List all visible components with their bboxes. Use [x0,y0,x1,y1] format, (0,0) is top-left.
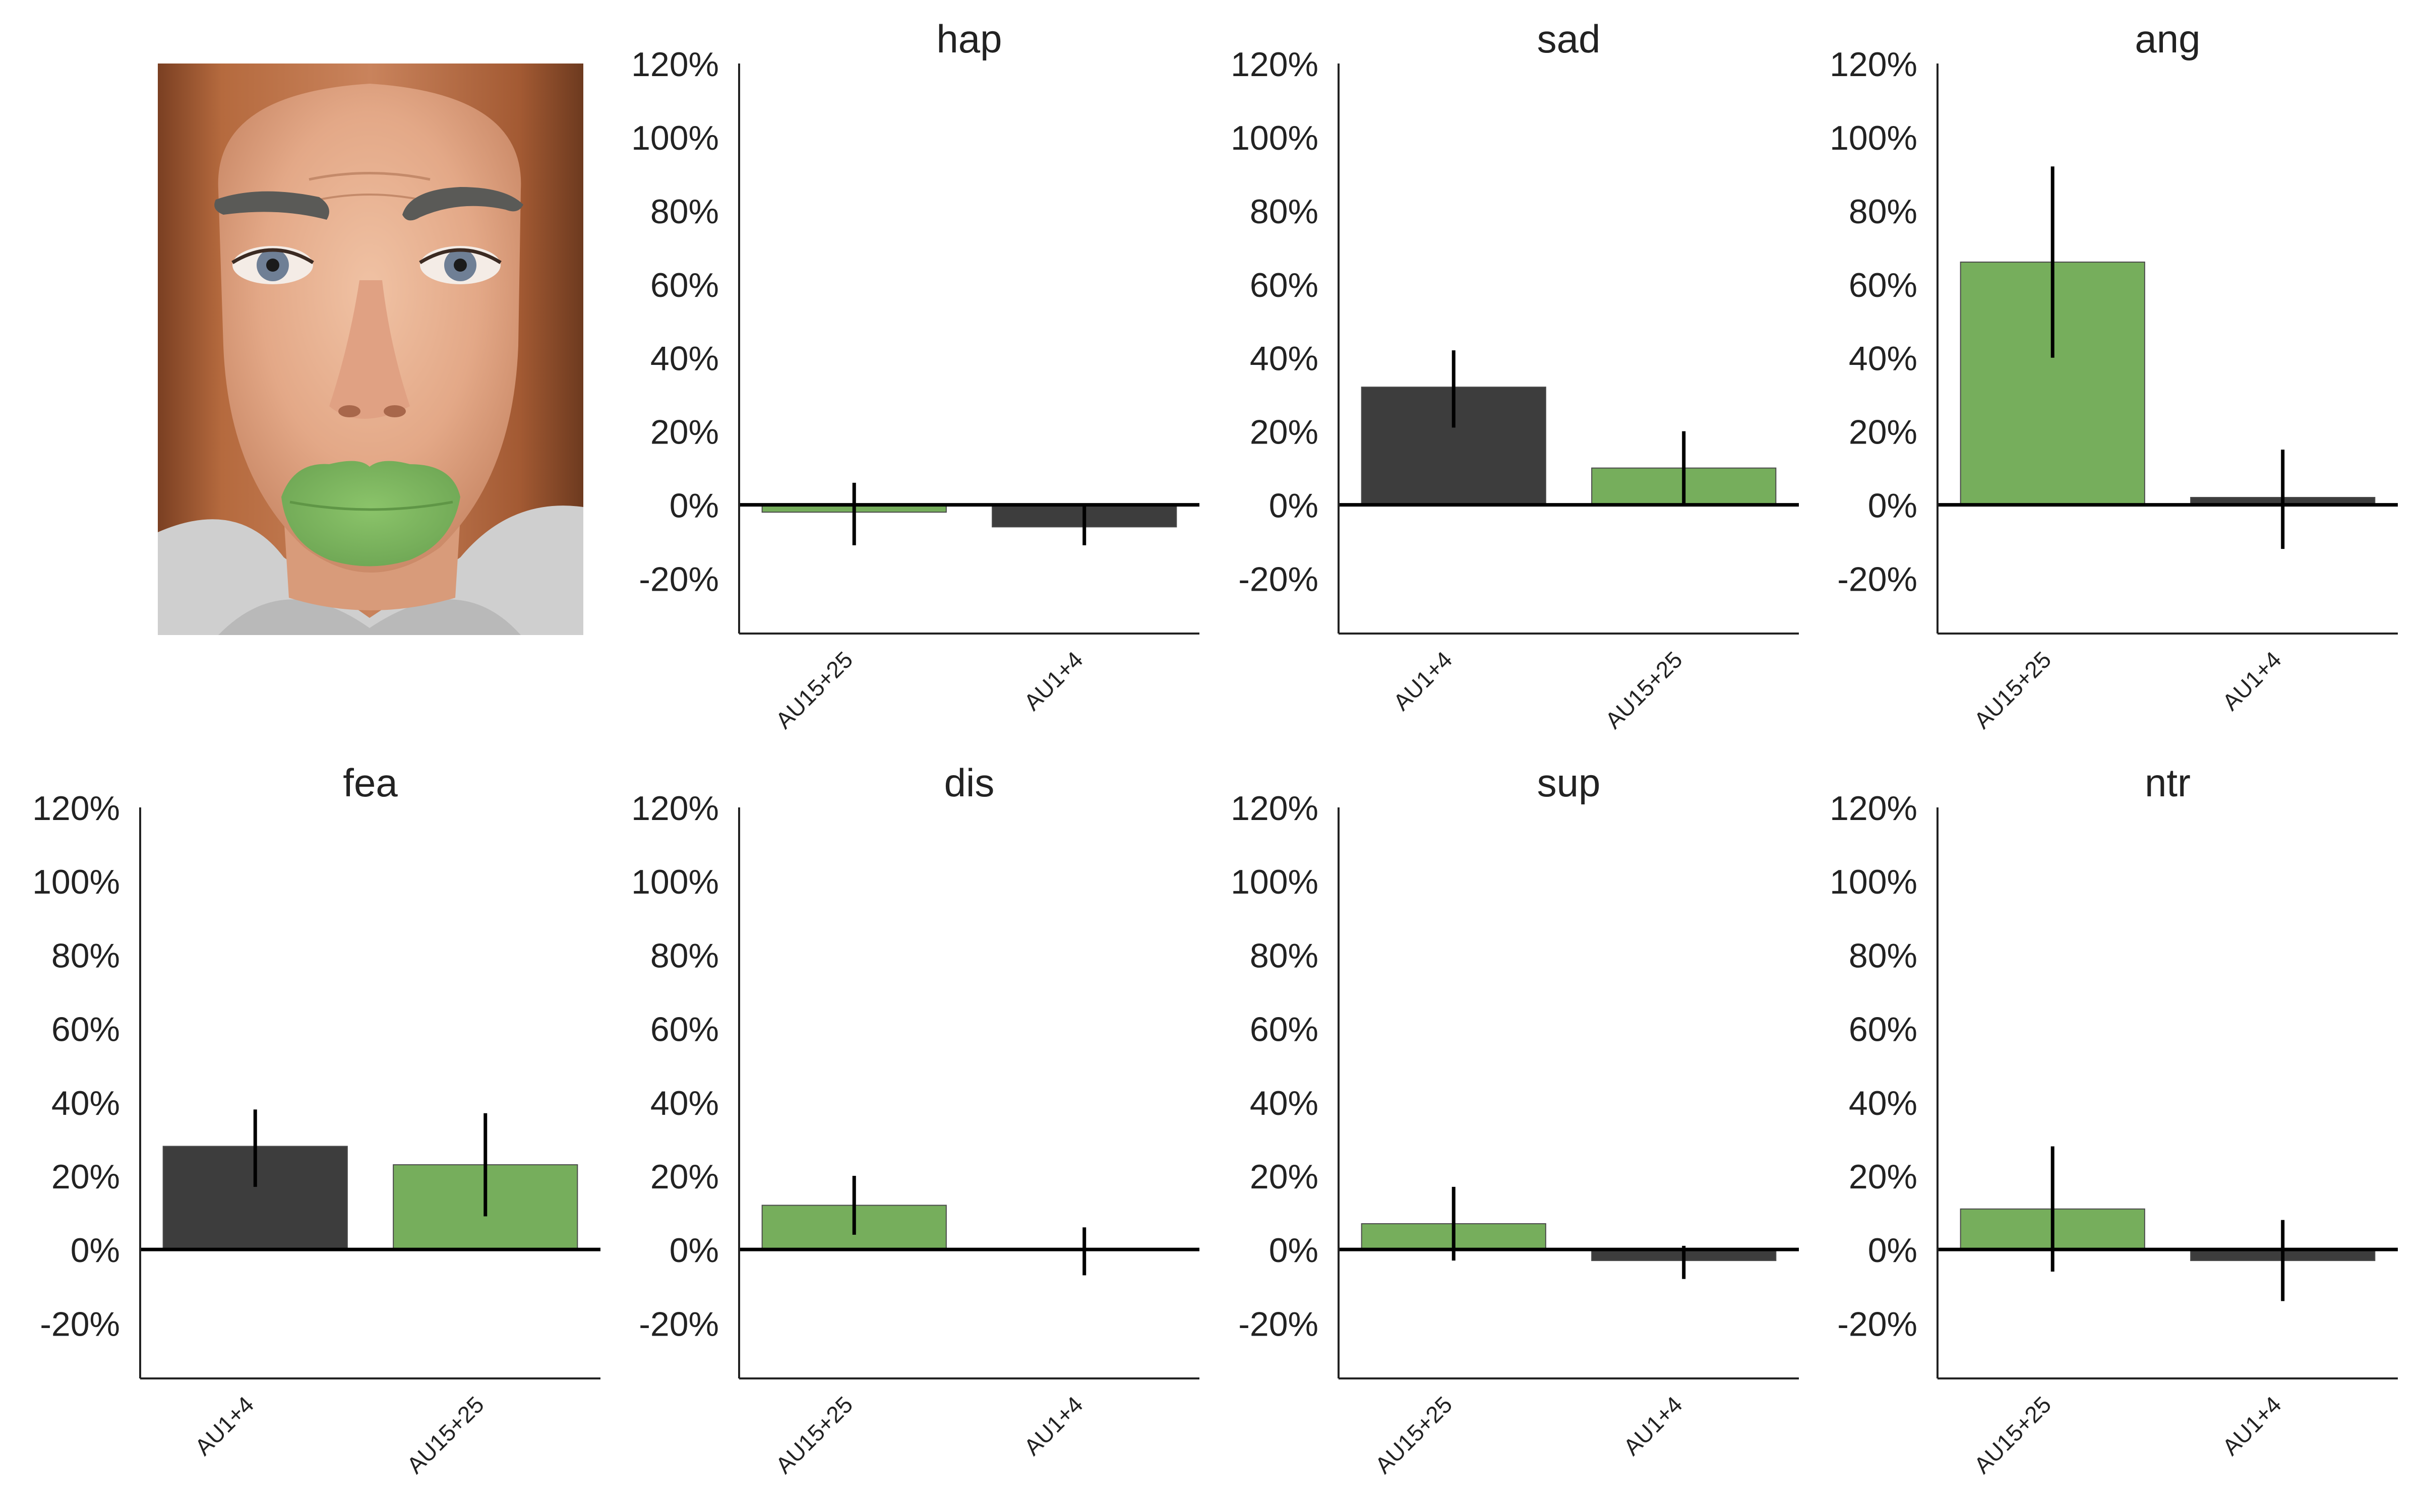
chart-title: sup [1537,761,1601,805]
x-tick-label: AU1+4 [1019,646,1088,715]
y-tick-label: 40% [650,340,719,378]
y-tick-label: 0% [71,1231,120,1270]
y-tick-label: 60% [1849,1011,1917,1049]
y-tick-label: 100% [1830,863,1917,901]
x-tick-label: AU15+25 [1370,1391,1457,1478]
chart-panel-sup: sup -20% 0% 20% 40% 60% 80% 100% 120% AU15+25 AU1+… [1231,761,1799,1479]
y-tick-label: 20% [1849,1158,1917,1196]
y-tick-label: 80% [1849,193,1917,231]
y-tick-label: 60% [650,266,719,304]
y-tick-label: 0% [670,1231,719,1270]
y-tick-label: 120% [1830,45,1917,84]
chart-panel-dis: dis -20% 0% 20% 40% 60% 80% 100% 120% AU15+25 AU1+… [631,761,1199,1479]
y-tick-label: 60% [1250,1011,1318,1049]
y-tick-label: 20% [650,413,719,452]
y-tick-label: 20% [1250,1158,1318,1196]
y-tick-label: 20% [1849,413,1917,452]
x-tick-label: AU1+4 [1388,646,1457,715]
y-tick-label: -20% [1837,560,1917,599]
y-tick-label: -20% [1238,1305,1318,1343]
y-tick-label: 120% [1231,45,1318,84]
chart-title: fea [343,761,398,805]
chart-title: ntr [2145,761,2191,805]
chart-title: dis [944,761,995,805]
y-tick-label: 40% [1250,1084,1318,1122]
chart-title: sad [1537,17,1601,61]
y-tick-label: 40% [1849,1084,1917,1122]
y-tick-label: -20% [40,1305,120,1343]
chart-panel-sad: sad -20% 0% 20% 40% 60% 80% 100% 120% AU1+4 AU15+2… [1231,17,1799,734]
chart-panel-ang: ang -20% 0% 20% 40% 60% 80% 100% 120% AU15+25 AU1+… [1830,17,2398,734]
x-tick-label: AU15+25 [1969,646,2056,733]
x-tick-label: AU1+4 [2217,646,2286,715]
x-tick-label: AU1+4 [190,1391,259,1460]
y-tick-label: 120% [631,45,719,84]
x-tick-label: AU15+25 [770,1391,858,1478]
y-tick-label: 120% [1830,789,1917,828]
y-tick-label: 0% [1269,487,1318,525]
y-tick-label: 60% [1250,266,1318,304]
x-tick-label: AU15+25 [1600,646,1687,733]
x-tick-label: AU1+4 [1618,1391,1687,1460]
y-tick-label: 120% [32,789,120,828]
y-tick-label: 120% [631,789,719,828]
y-tick-label: -20% [639,1305,719,1343]
y-tick-label: 100% [32,863,120,901]
y-tick-label: 60% [51,1011,120,1049]
chart-panel-ntr: ntr -20% 0% 20% 40% 60% 80% 100% 120% AU15+25 AU1+… [1830,761,2398,1479]
y-tick-label: 40% [650,1084,719,1122]
x-tick-label: AU15+25 [1969,1391,2056,1478]
y-tick-label: 0% [1269,1231,1318,1270]
x-tick-label: AU15+25 [770,646,858,733]
y-tick-label: -20% [639,560,719,599]
x-tick-label: AU1+4 [2217,1391,2286,1460]
y-tick-label: 100% [631,119,719,157]
chart-title: hap [936,17,1002,61]
y-tick-label: 80% [51,936,120,975]
y-tick-label: 40% [51,1084,120,1122]
y-tick-label: 60% [1849,266,1917,304]
y-tick-label: 80% [650,193,719,231]
y-tick-label: 80% [1849,936,1917,975]
chart-title: ang [2135,17,2200,61]
y-tick-label: 0% [1868,487,1917,525]
y-tick-label: 20% [650,1158,719,1196]
y-tick-label: 0% [1868,1231,1917,1270]
y-tick-label: 80% [650,936,719,975]
y-tick-label: 100% [1231,119,1318,157]
y-tick-label: -20% [1837,1305,1917,1343]
face-with-au15-25-highlight-icon [158,64,583,635]
y-tick-label: 80% [1250,193,1318,231]
y-tick-label: -20% [1238,560,1318,599]
chart-panel-hap: hap -20% 0% 20% 40% 60% 80% 100% 120% AU15+25 AU1+… [631,17,1199,734]
y-tick-label: 20% [51,1158,120,1196]
y-tick-label: 60% [650,1011,719,1049]
y-tick-label: 100% [631,863,719,901]
y-tick-label: 80% [1250,936,1318,975]
y-tick-label: 100% [1830,119,1917,157]
y-tick-label: 40% [1849,340,1917,378]
x-tick-label: AU15+25 [402,1391,489,1478]
x-tick-label: AU1+4 [1019,1391,1088,1460]
y-tick-label: 40% [1250,340,1318,378]
y-tick-label: 20% [1250,413,1318,452]
y-tick-label: 120% [1231,789,1318,828]
chart-panel-fea: fea -20% 0% 20% 40% 60% 80% 100% 120% AU1+4 AU15+2… [32,761,600,1479]
y-tick-label: 0% [670,487,719,525]
y-tick-label: 100% [1231,863,1318,901]
